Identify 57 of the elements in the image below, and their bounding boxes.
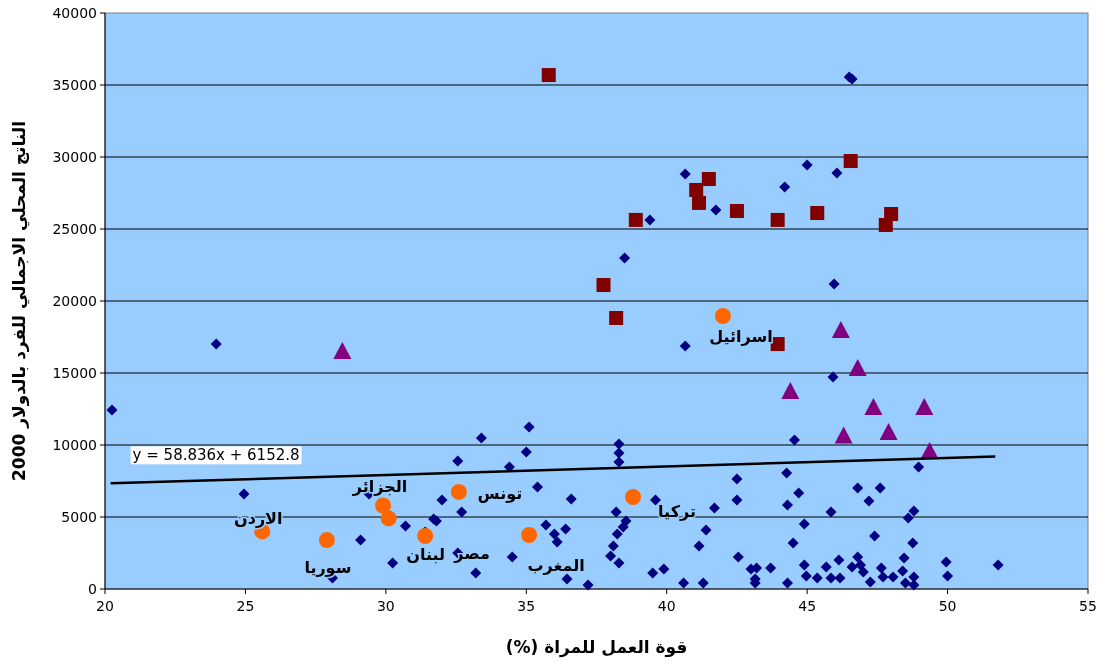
- annotation: المغرب: [527, 556, 585, 575]
- point: [878, 217, 893, 232]
- x-tick-label: 50: [938, 598, 957, 614]
- annotation: تونس: [477, 483, 523, 503]
- point: [810, 206, 825, 221]
- x-tick-label: 35: [517, 598, 536, 614]
- point: [714, 307, 731, 324]
- y-tick-label: 20000: [52, 293, 97, 309]
- annotation: لبنان: [406, 545, 446, 565]
- point: [729, 204, 744, 218]
- point: [380, 510, 397, 527]
- x-tick-label: 20: [96, 598, 114, 614]
- annotation: سوريا: [304, 558, 352, 578]
- point: [625, 488, 642, 505]
- series-label: y = 58.836x + 6152.8: [132, 446, 300, 465]
- point: [781, 382, 800, 400]
- point: [770, 212, 785, 227]
- x-tick-label: 25: [236, 598, 255, 614]
- point: [879, 423, 898, 441]
- y-tick-label: 25000: [52, 221, 97, 237]
- point: [831, 320, 850, 338]
- x-tick-label: 55: [1079, 598, 1097, 614]
- point: [701, 172, 716, 187]
- x-axis-title: قوة العمل للمراة (%): [505, 637, 688, 658]
- y-tick-label: 0: [88, 581, 97, 597]
- point: [318, 532, 335, 549]
- y-tick-label: 15000: [52, 365, 97, 381]
- point: [417, 528, 434, 545]
- point: [689, 182, 704, 197]
- y-tick-label: 35000: [52, 77, 97, 93]
- annotation: الجزائر: [351, 477, 408, 497]
- point: [843, 154, 858, 169]
- point: [333, 341, 352, 359]
- point: [596, 278, 611, 293]
- x-tick-label: 45: [798, 598, 817, 614]
- x-tick-label: 40: [657, 598, 676, 614]
- point: [915, 397, 934, 415]
- point: [521, 527, 538, 543]
- x-tick-label: 30: [376, 598, 395, 614]
- annotation: اسرائيل: [709, 326, 773, 346]
- point: [770, 337, 785, 352]
- annotation: الاردن: [234, 509, 283, 529]
- point: [375, 497, 392, 514]
- point: [628, 212, 643, 227]
- point: [834, 426, 853, 444]
- point: [609, 310, 624, 325]
- point: [692, 195, 707, 210]
- y-tick-label: 40000: [52, 5, 97, 21]
- point: [848, 358, 867, 376]
- y-tick-label: 5000: [61, 509, 97, 525]
- annotation: تركيا: [658, 501, 696, 521]
- y-tick-label: 10000: [52, 437, 97, 453]
- point: [541, 68, 556, 83]
- y-tick-label: 30000: [52, 149, 97, 165]
- y-axis-title: الناتج المحلي الاجمالي للفرد بالدولار 2000: [9, 120, 30, 482]
- point: [864, 397, 883, 415]
- point: [450, 483, 467, 500]
